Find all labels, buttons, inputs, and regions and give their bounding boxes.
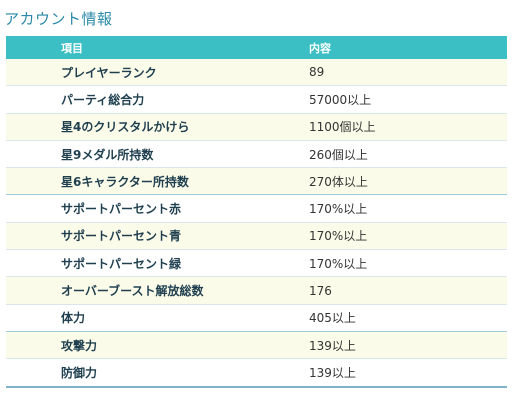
- row-key: 星4のクリスタルかけら: [6, 113, 302, 141]
- table-row: サポートパーセント緑 170%以上: [6, 249, 507, 278]
- row-key: プレイヤーランク: [6, 59, 302, 87]
- table-row: 防御力 139以上: [6, 358, 507, 388]
- row-value: 57000以上: [302, 85, 507, 114]
- table-row: 星4のクリスタルかけら 1100個以上: [6, 113, 507, 141]
- row-value: 405以上: [302, 304, 507, 332]
- row-value: 139以上: [302, 358, 507, 388]
- row-key: サポートパーセント赤: [6, 194, 302, 223]
- row-key: 星9メダル所持数: [6, 140, 302, 169]
- table-row: オーバーブースト解放総数 176: [6, 276, 507, 305]
- row-key: 体力: [6, 304, 302, 332]
- table-row: サポートパーセント青 170%以上: [6, 222, 507, 251]
- row-key: 攻撃力: [6, 331, 302, 360]
- table-row: サポートパーセント赤 170%以上: [6, 194, 507, 223]
- table-row: プレイヤーランク 89: [6, 59, 507, 87]
- row-value: 89: [302, 59, 507, 87]
- table-header-row: 項目 内容: [6, 36, 507, 59]
- row-value: 170%以上: [302, 249, 507, 278]
- account-info-table: 項目 内容 プレイヤーランク 89 パーティ総合力 57000以上 星4のクリス…: [6, 36, 507, 388]
- row-value: 170%以上: [302, 194, 507, 223]
- row-key: オーバーブースト解放総数: [6, 276, 302, 305]
- row-value: 1100個以上: [302, 113, 507, 141]
- row-value: 260個以上: [302, 140, 507, 169]
- table-row: パーティ総合力 57000以上: [6, 85, 507, 114]
- row-key: 星6キャラクター所持数: [6, 167, 302, 196]
- row-key: 防御力: [6, 358, 302, 388]
- row-key: サポートパーセント青: [6, 222, 302, 251]
- page-title: アカウント情報: [4, 10, 113, 28]
- row-value: 170%以上: [302, 222, 507, 251]
- row-value: 139以上: [302, 331, 507, 360]
- table-row: 星6キャラクター所持数 270体以上: [6, 167, 507, 196]
- row-key: パーティ総合力: [6, 85, 302, 114]
- row-value: 176: [302, 276, 507, 305]
- header-item: 項目: [6, 36, 302, 59]
- table-row: 攻撃力 139以上: [6, 331, 507, 360]
- row-value: 270体以上: [302, 167, 507, 196]
- table-row: 星9メダル所持数 260個以上: [6, 140, 507, 169]
- row-key: サポートパーセント緑: [6, 249, 302, 278]
- table-row: 体力 405以上: [6, 304, 507, 332]
- header-content: 内容: [302, 36, 507, 59]
